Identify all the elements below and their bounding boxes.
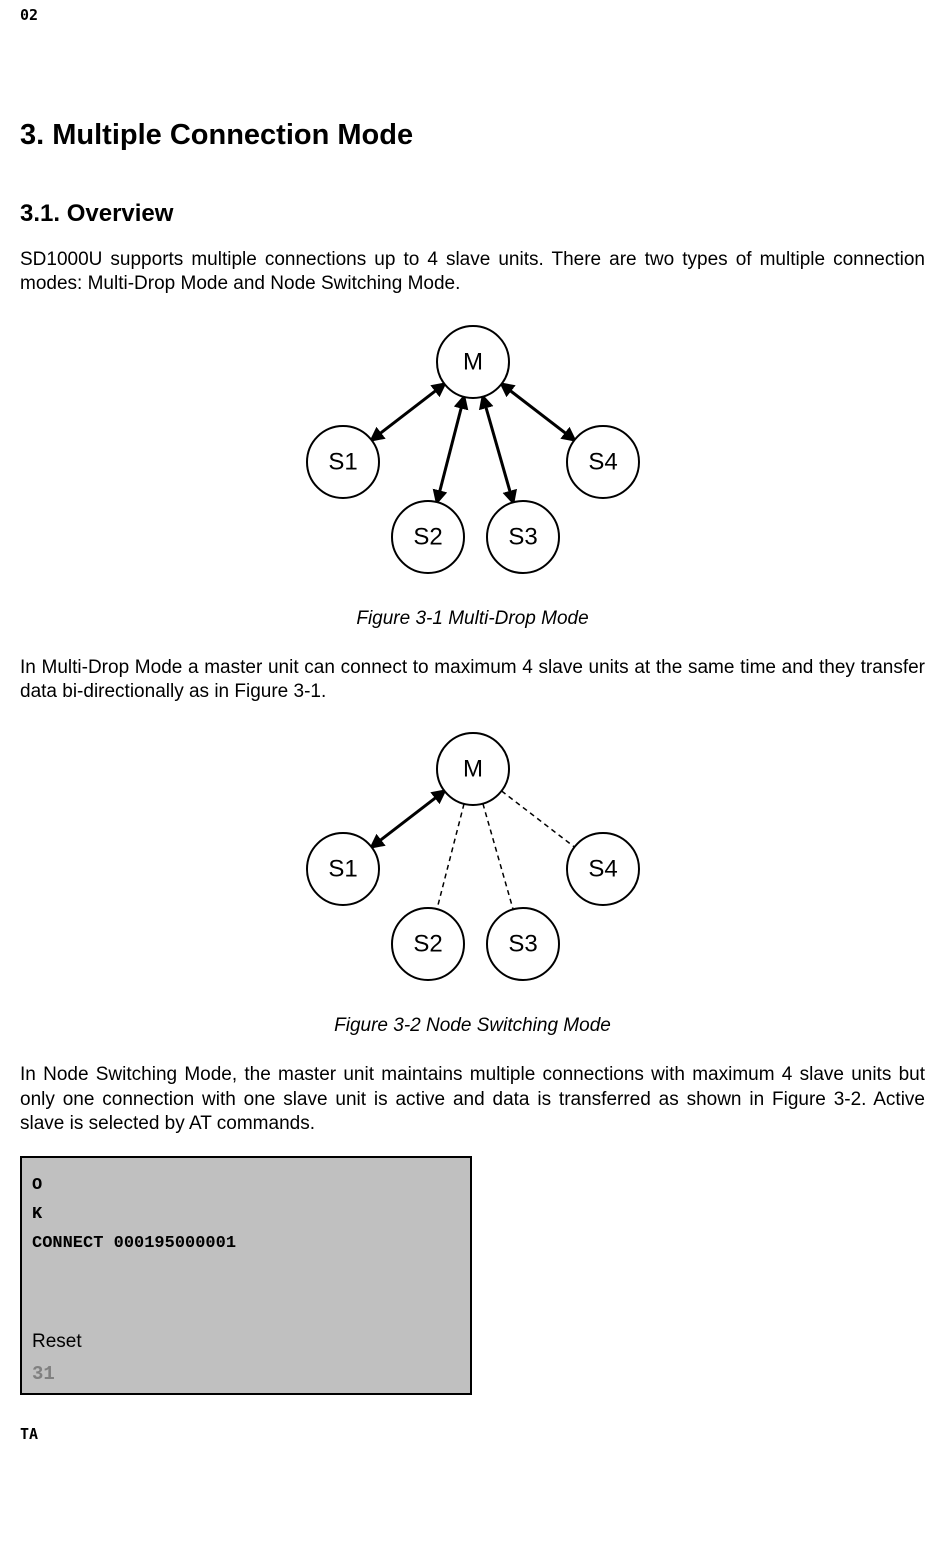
svg-text:S4: S4 xyxy=(588,448,617,475)
svg-text:S1: S1 xyxy=(328,448,357,475)
heading-sub: 3.1. Overview xyxy=(20,200,925,228)
page-number-top: 02 xyxy=(20,0,925,24)
code-block: O K CONNECT 000195000001 Reset 31 xyxy=(20,1156,472,1395)
svg-text:S4: S4 xyxy=(588,856,617,883)
figure-1-caption: Figure 3-1 Multi-Drop Mode xyxy=(356,608,588,630)
svg-text:M: M xyxy=(463,756,483,783)
diagram-node-switching: M S1 S2 S3 S4 xyxy=(273,724,673,989)
paragraph-2: In Multi-Drop Mode a master unit can con… xyxy=(20,656,925,705)
svg-text:M: M xyxy=(463,348,483,375)
code-line-2: CONNECT 000195000001 xyxy=(32,1234,460,1253)
reset-label: Reset xyxy=(32,1331,460,1353)
figure-2-caption: Figure 3-2 Node Switching Mode xyxy=(334,1015,611,1037)
svg-text:S1: S1 xyxy=(328,856,357,883)
svg-text:S2: S2 xyxy=(413,931,442,958)
footer-ta: TA xyxy=(20,1425,925,1443)
diagram-multi-drop: M S1 S2 S3 S4 xyxy=(273,317,673,582)
svg-text:S3: S3 xyxy=(508,523,537,550)
paragraph-1: SD1000U supports multiple connections up… xyxy=(20,248,925,297)
paragraph-3: In Node Switching Mode, the master unit … xyxy=(20,1063,925,1136)
figure-1: M S1 S2 S3 S4 Figure 3-1 Multi-Drop Mode xyxy=(20,317,925,630)
heading-main: 3. Multiple Connection Mode xyxy=(20,119,925,152)
code-line-0: O xyxy=(32,1176,460,1195)
svg-text:S3: S3 xyxy=(508,931,537,958)
svg-text:S2: S2 xyxy=(413,523,442,550)
figure-2: M S1 S2 S3 S4 Figure 3-2 Node Switching Mode xyxy=(20,724,925,1037)
code-line-1: K xyxy=(32,1205,460,1224)
page-number-bottom: 31 xyxy=(32,1363,460,1385)
